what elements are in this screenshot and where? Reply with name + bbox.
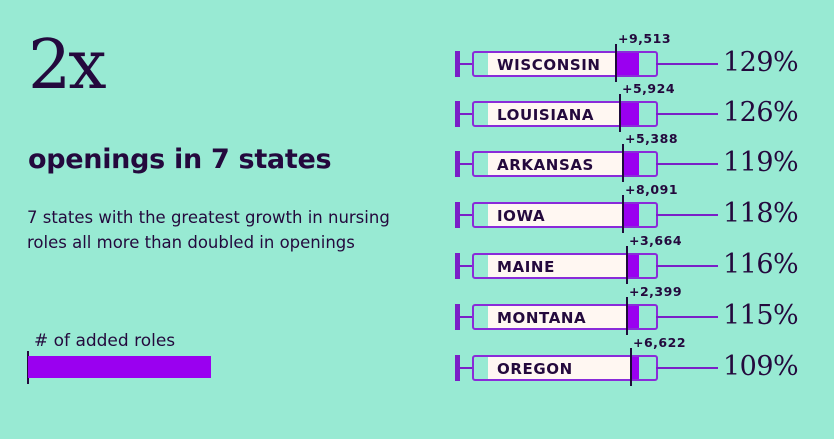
added-roles-bar: [627, 255, 639, 277]
plunger-handle: [455, 151, 460, 177]
plunger-handle: [455, 253, 460, 279]
barrel-base-fill: [488, 255, 627, 277]
baseline-marker: [615, 44, 617, 82]
syringe-needle: [656, 63, 718, 65]
baseline-marker: [630, 348, 632, 386]
baseline-marker: [626, 297, 628, 335]
growth-percent: 129%: [723, 47, 799, 78]
legend-swatch: [28, 356, 211, 378]
added-roles-value: +5,388: [625, 131, 679, 146]
plunger-handle: [455, 355, 460, 381]
state-label: MONTANA: [497, 309, 587, 327]
barrel-base-fill: [488, 103, 620, 125]
growth-percent: 115%: [723, 300, 799, 331]
baseline-marker: [626, 246, 628, 284]
syringe-needle: [656, 113, 718, 115]
syringe-needle: [656, 265, 718, 267]
syringe-needle: [656, 214, 718, 216]
legend-tick: [27, 351, 29, 384]
added-roles-value: +6,622: [633, 335, 687, 350]
plunger-stem: [459, 316, 473, 318]
added-roles-bar: [620, 103, 639, 125]
state-label: LOUISIANA: [497, 106, 595, 124]
growth-percent: 118%: [723, 198, 799, 229]
added-roles-bar: [627, 306, 639, 328]
growth-percent: 119%: [723, 147, 799, 178]
added-roles-bar: [623, 153, 639, 175]
added-roles-value: +8,091: [625, 182, 679, 197]
description: 7 states with the greatest growth in nur…: [27, 208, 390, 252]
barrel-base-fill: [488, 204, 623, 226]
big-stat: 2x: [28, 26, 107, 105]
legend-label: # of added roles: [34, 331, 176, 351]
added-roles-value: +3,664: [629, 233, 683, 248]
barrel-base-fill: [488, 357, 631, 379]
state-label: MAINE: [497, 258, 555, 276]
state-label: WISCONSIN: [497, 56, 601, 74]
added-roles-value: +2,399: [629, 284, 683, 299]
state-label: OREGON: [497, 360, 573, 378]
added-roles-value: +9,513: [618, 31, 672, 46]
plunger-stem: [459, 367, 473, 369]
added-roles-value: +5,924: [622, 81, 676, 96]
barrel-base-fill: [488, 53, 616, 75]
barrel-base-fill: [488, 153, 623, 175]
added-roles-bar: [616, 53, 639, 75]
plunger-stem: [459, 214, 473, 216]
syringe-needle: [656, 316, 718, 318]
state-label: IOWA: [497, 207, 546, 225]
added-roles-bar: [631, 357, 639, 379]
baseline-marker: [622, 195, 624, 233]
headline: openings in 7 states: [28, 144, 332, 175]
growth-percent: 109%: [723, 351, 799, 382]
syringe-needle: [656, 163, 718, 165]
growth-percent: 116%: [723, 249, 799, 280]
plunger-stem: [459, 265, 473, 267]
syringe-needle: [656, 367, 718, 369]
plunger-stem: [459, 63, 473, 65]
plunger-stem: [459, 163, 473, 165]
plunger-handle: [455, 51, 460, 77]
plunger-handle: [455, 304, 460, 330]
plunger-handle: [455, 202, 460, 228]
barrel-base-fill: [488, 306, 627, 328]
added-roles-bar: [623, 204, 639, 226]
baseline-marker: [622, 144, 624, 182]
plunger-handle: [455, 101, 460, 127]
state-label: ARKANSAS: [497, 156, 594, 174]
plunger-stem: [459, 113, 473, 115]
growth-percent: 126%: [723, 97, 799, 128]
baseline-marker: [619, 94, 621, 132]
